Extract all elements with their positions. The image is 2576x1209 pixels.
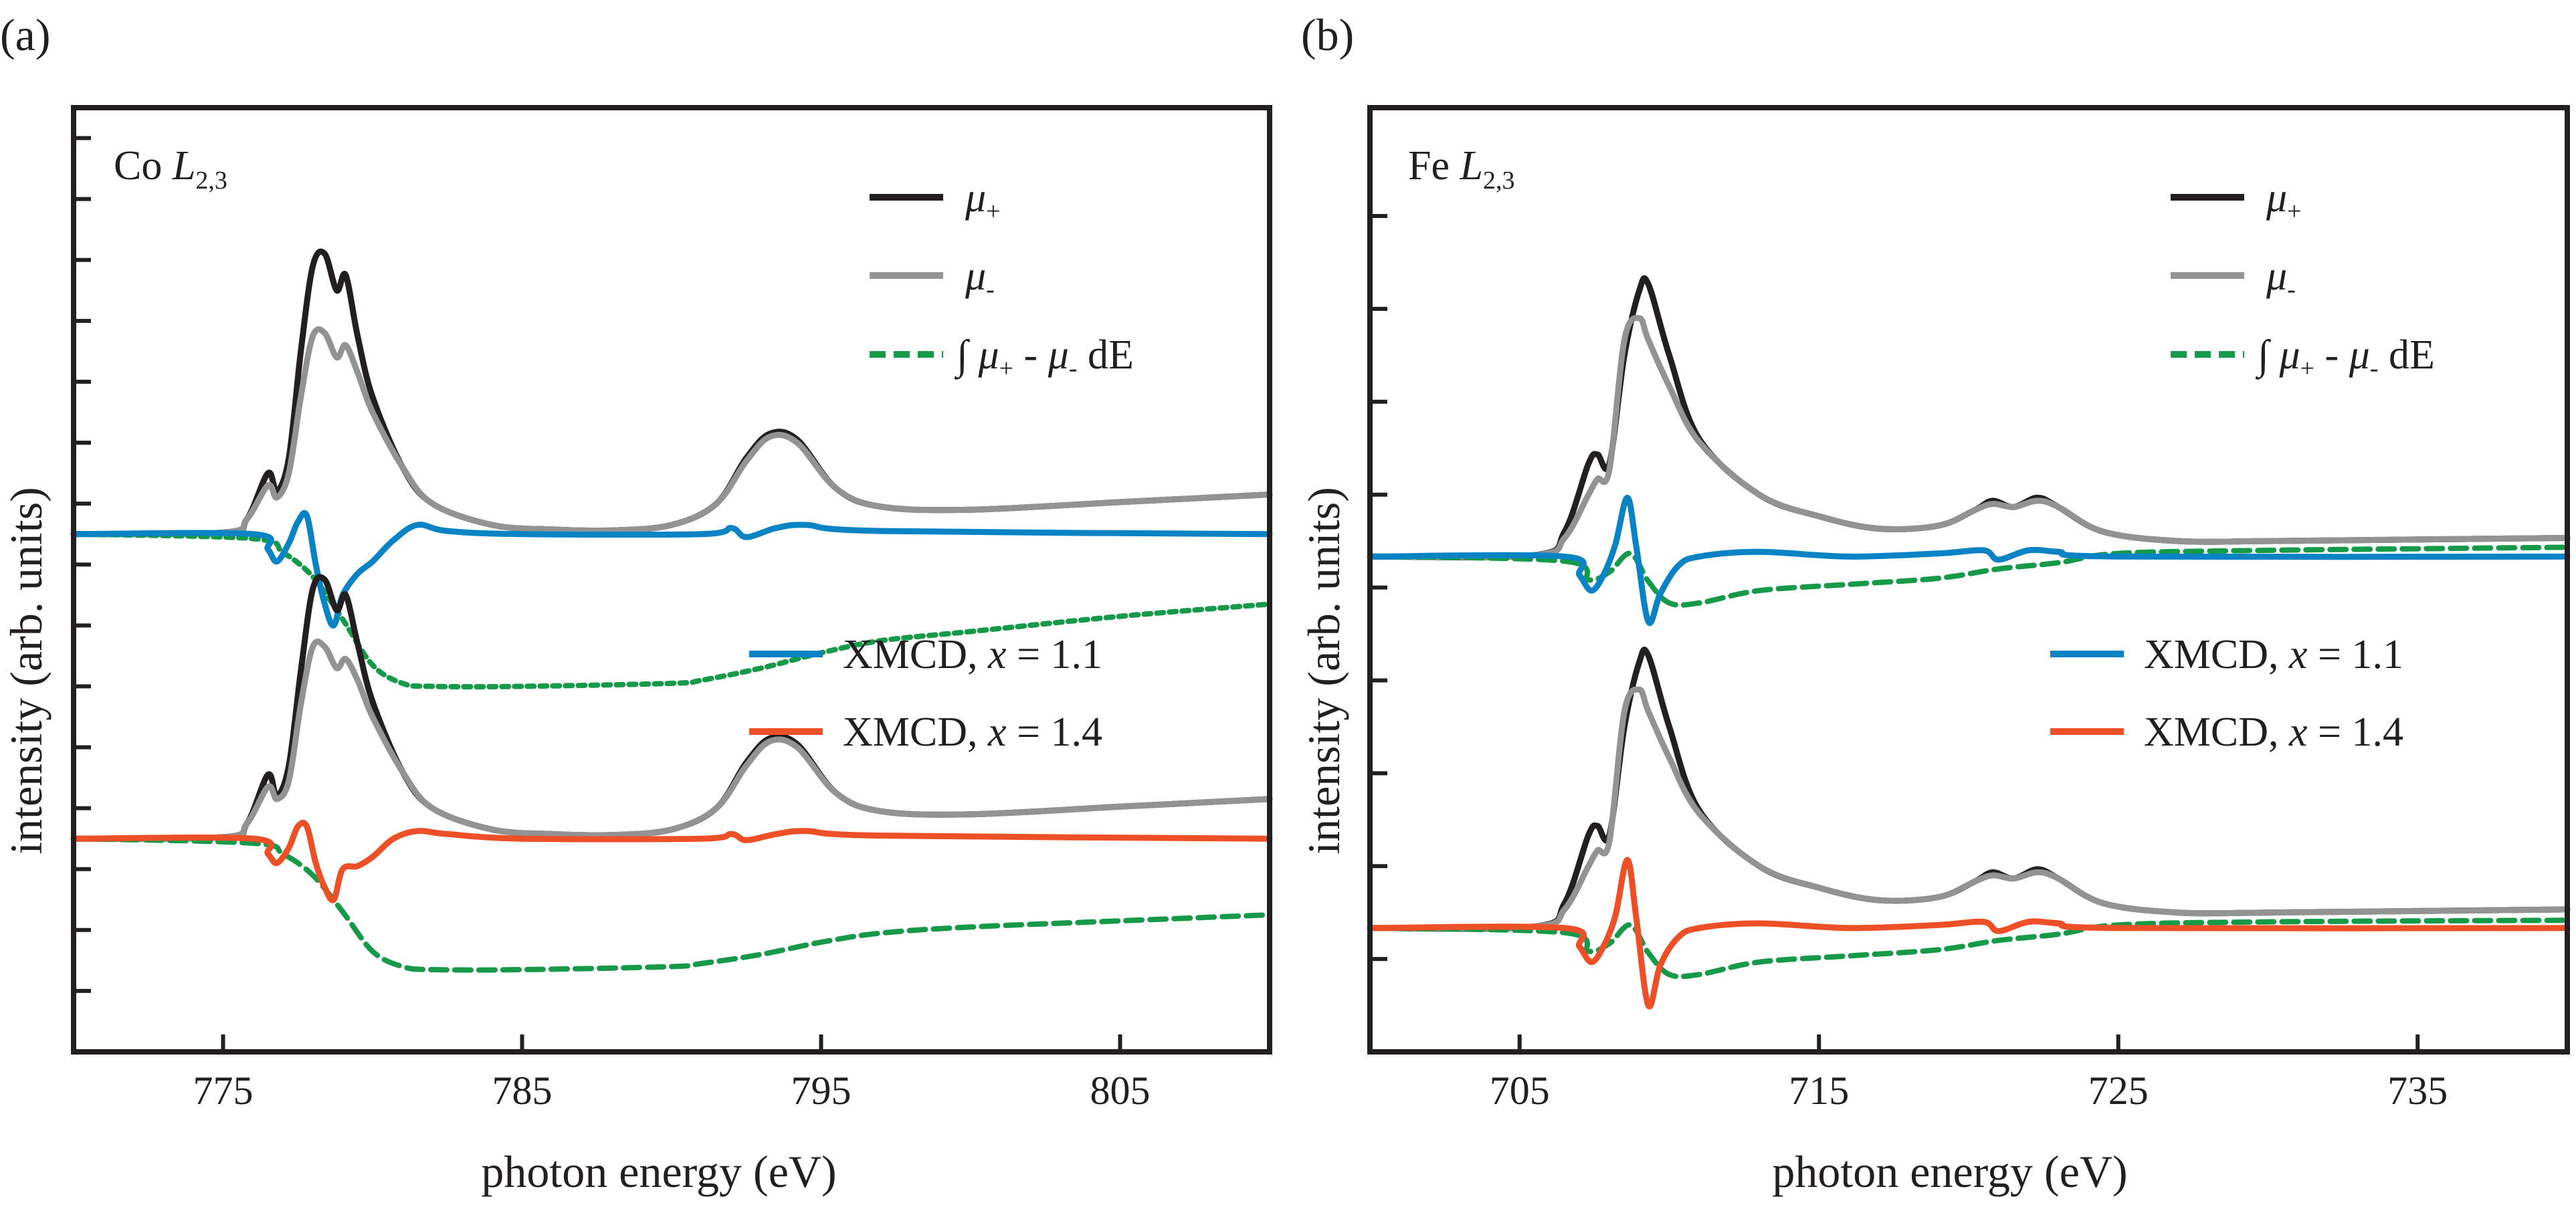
x-tick-label: 725 xyxy=(2088,1069,2149,1113)
legend-label-mu-plus: μ+ xyxy=(2266,175,2302,225)
panel-a: (a) intensity (arb. units) photon energy… xyxy=(0,9,1273,1197)
panel-a-ylabel: intensity (arb. units) xyxy=(1,487,52,855)
panel-a-legend-bottom: XMCD, x = 1.1 XMCD, x = 1.4 xyxy=(749,632,1102,755)
panel-a-frame xyxy=(71,105,1272,1055)
x-tick-label: 705 xyxy=(1490,1069,1550,1113)
panel-b-legend-top: μ+ μ- ∫ μ+ - μ- dE xyxy=(2171,175,2435,382)
series-line xyxy=(1367,857,2571,1010)
legend-label-mu-minus: μ- xyxy=(2266,253,2296,304)
x-tick-label: 735 xyxy=(2387,1069,2448,1113)
x-tick-label: 715 xyxy=(1789,1069,1849,1113)
legend-label-integral: ∫ μ+ - μ- dE xyxy=(2255,332,2435,382)
panel-b-ylabel: intensity (arb. units) xyxy=(1298,487,1349,855)
series-line xyxy=(70,574,1273,842)
legend-label-integral: ∫ μ+ - μ- dE xyxy=(954,332,1134,382)
series-line xyxy=(70,248,1273,538)
legend-label-xmcd-11: XMCD, x = 1.1 xyxy=(2144,632,2403,677)
panel-a-edge-label: Co L2,3 xyxy=(114,143,227,195)
series-line xyxy=(1367,494,2571,627)
series-line xyxy=(70,639,1273,842)
x-tick-label: 785 xyxy=(492,1069,553,1113)
panel-a-legend-top: μ+ μ- ∫ μ+ - μ- dE xyxy=(870,175,1134,382)
legend-label-mu-minus: μ- xyxy=(965,253,995,304)
panel-b-frame xyxy=(1367,105,2570,1055)
panel-a-ticks: 775 785 795 805 xyxy=(74,136,1151,1113)
panel-a-tag: (a) xyxy=(0,9,50,60)
series-line xyxy=(70,820,1273,903)
panel-b-curves xyxy=(1367,275,2571,1010)
legend-label-mu-plus: μ+ xyxy=(965,175,1001,225)
panel-b: (b) intensity (arb. units) photon energy… xyxy=(1298,9,2571,1197)
panel-b-ticks: 705 715 725 735 xyxy=(1370,214,2448,1113)
legend-label-xmcd-14: XMCD, x = 1.4 xyxy=(843,709,1102,755)
series-line xyxy=(1367,315,2571,560)
series-line xyxy=(71,531,1272,689)
panel-b-tag: (b) xyxy=(1301,9,1354,60)
legend-label-xmcd-14: XMCD, x = 1.4 xyxy=(2144,709,2403,755)
series-line xyxy=(70,510,1273,629)
x-tick-label: 795 xyxy=(791,1069,852,1113)
series-line xyxy=(1367,917,2570,980)
panel-b-edge-label: Fe L2,3 xyxy=(1408,143,1514,195)
panel-a-curves xyxy=(70,248,1273,973)
series-line xyxy=(1367,686,2571,931)
panel-b-xlabel: photon energy (eV) xyxy=(1772,1146,2127,1197)
series-line xyxy=(1367,544,2570,608)
panel-a-xlabel: photon energy (eV) xyxy=(481,1146,836,1197)
x-tick-label: 805 xyxy=(1090,1069,1151,1113)
panel-b-legend-bottom: XMCD, x = 1.1 XMCD, x = 1.4 xyxy=(2050,632,2403,755)
series-line xyxy=(71,836,1272,973)
legend-label-xmcd-11: XMCD, x = 1.1 xyxy=(843,632,1102,677)
x-tick-label: 775 xyxy=(193,1069,254,1113)
series-line xyxy=(70,326,1273,538)
